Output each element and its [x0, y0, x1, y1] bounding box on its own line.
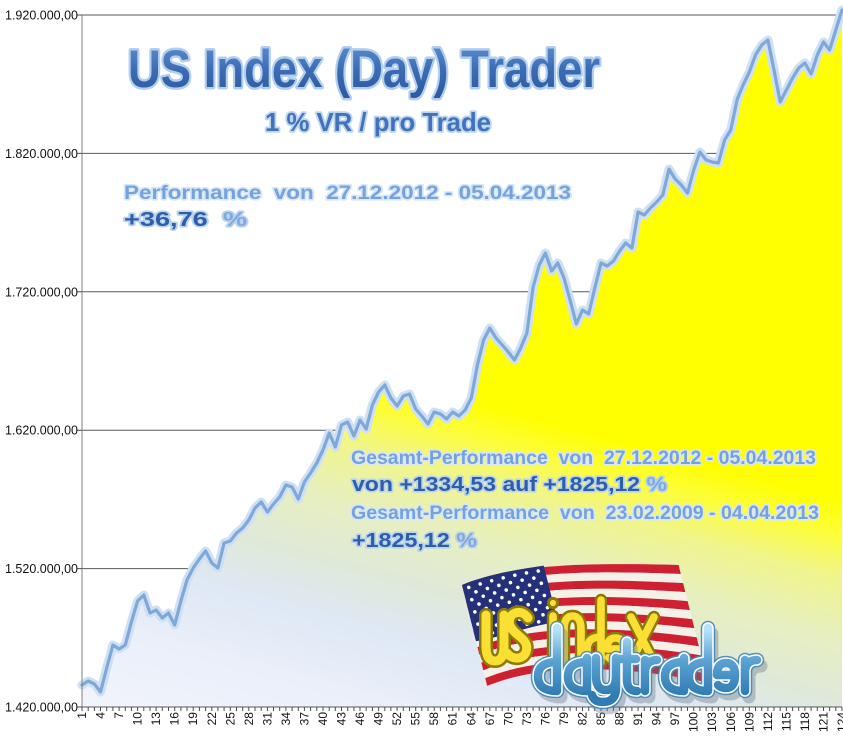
svg-text:64: 64	[464, 712, 478, 726]
svg-text:4: 4	[94, 712, 108, 719]
svg-text:121: 121	[817, 712, 831, 732]
svg-text:109: 109	[742, 712, 756, 732]
svg-text:46: 46	[353, 712, 367, 726]
svg-text:1 % VR / pro Trade: 1 % VR / pro Trade	[265, 107, 491, 137]
svg-text:28: 28	[242, 712, 256, 726]
svg-text:25: 25	[223, 712, 237, 726]
svg-text:34: 34	[279, 712, 293, 726]
svg-text:1.820.000,00: 1.820.000,00	[5, 147, 78, 161]
svg-text:43: 43	[335, 712, 349, 726]
svg-text:55: 55	[409, 712, 423, 726]
svg-text:67: 67	[483, 712, 497, 726]
svg-text:+36,76 %: +36,76 %	[124, 209, 247, 231]
svg-text:1.920.000,00: 1.920.000,00	[5, 9, 78, 23]
svg-text:106: 106	[724, 712, 738, 732]
svg-text:37: 37	[297, 712, 311, 726]
svg-text:124: 124	[835, 712, 843, 732]
svg-text:94: 94	[650, 712, 664, 726]
svg-text:112: 112	[761, 712, 775, 731]
svg-text:70: 70	[501, 712, 515, 726]
svg-text:1: 1	[75, 712, 89, 719]
svg-text:31: 31	[260, 712, 274, 726]
svg-text:19: 19	[186, 712, 200, 726]
svg-text:79: 79	[557, 712, 571, 726]
svg-text:+1825,12 %: +1825,12 %	[352, 530, 477, 552]
svg-text:13: 13	[149, 712, 163, 726]
svg-text:118: 118	[798, 712, 812, 731]
svg-text:1.520.000,00: 1.520.000,00	[5, 562, 78, 576]
svg-text:16: 16	[168, 712, 182, 726]
svg-text:103: 103	[705, 712, 719, 732]
svg-text:von +1334,53 auf +1825,12 %: von +1334,53 auf +1825,12 %	[352, 474, 667, 496]
svg-text:100: 100	[687, 712, 701, 732]
svg-text:91: 91	[631, 712, 645, 726]
svg-text:Performance von 27.12.2012 -: Performance von 27.12.2012 - 05.04.2013	[124, 183, 571, 204]
svg-text:85: 85	[594, 712, 608, 726]
svg-text:82: 82	[576, 712, 590, 726]
svg-text:10: 10	[131, 712, 145, 726]
svg-text:49: 49	[372, 712, 386, 726]
svg-text:88: 88	[613, 712, 627, 726]
svg-text:61: 61	[446, 712, 460, 726]
svg-text:Gesamt-Performance von 23.02: Gesamt-Performance von 23.02.2009 - 04.0…	[351, 503, 819, 524]
svg-text:7: 7	[112, 712, 126, 719]
svg-text:1.620.000,00: 1.620.000,00	[5, 424, 78, 438]
svg-text:40: 40	[316, 712, 330, 726]
svg-text:76: 76	[538, 712, 552, 726]
svg-text:115: 115	[779, 712, 793, 731]
svg-text:97: 97	[668, 712, 682, 726]
svg-text:US Index (Day) Trader: US Index (Day) Trader	[128, 40, 600, 99]
svg-text:1.720.000,00: 1.720.000,00	[5, 285, 78, 299]
svg-text:73: 73	[520, 712, 534, 726]
svg-text:22: 22	[205, 712, 219, 726]
svg-text:52: 52	[390, 712, 404, 726]
svg-text:Gesamt-Performance von 27.12: Gesamt-Performance von 27.12.2012 - 05.0…	[351, 448, 816, 469]
svg-text:1.420.000,00: 1.420.000,00	[5, 701, 78, 715]
svg-text:58: 58	[427, 712, 441, 726]
